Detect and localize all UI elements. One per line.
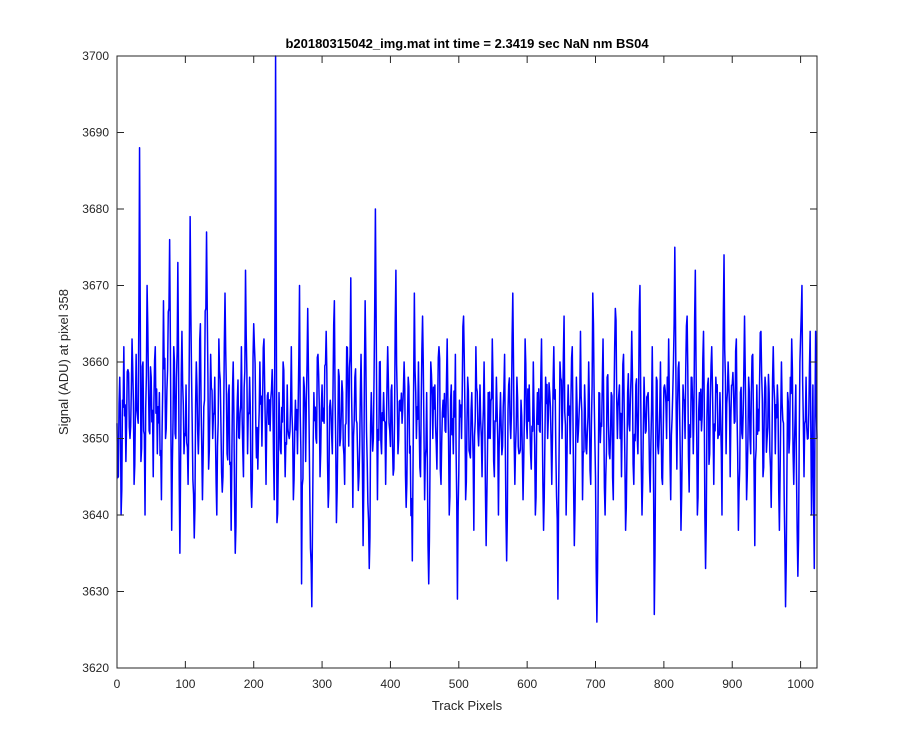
y-tick-label: 3700: [82, 49, 109, 63]
x-tick-label: 300: [312, 677, 332, 691]
y-axis-label: Signal (ADU) at pixel 358: [56, 289, 71, 435]
y-tick-label: 3680: [82, 202, 109, 216]
y-tick-label: 3650: [82, 432, 109, 446]
x-tick-label: 1000: [787, 677, 814, 691]
x-tick-label: 600: [517, 677, 537, 691]
y-tick-label: 3670: [82, 279, 109, 293]
chart-title: b20180315042_img.mat int time = 2.3419 s…: [285, 36, 649, 51]
x-tick-label: 700: [586, 677, 606, 691]
y-tick-label: 3690: [82, 126, 109, 140]
y-axis: 3620 3630 3640 3650 3660 3670 3680 3690 3700: [82, 49, 817, 675]
y-tick-label: 3640: [82, 508, 109, 522]
x-tick-label: 200: [244, 677, 264, 691]
x-axis: 0 100 200 300 400 500 600 700 800 900 1000: [114, 56, 814, 691]
x-tick-label: 100: [175, 677, 195, 691]
series-line: [116, 55, 818, 623]
x-tick-label: 400: [380, 677, 400, 691]
y-tick-label: 3660: [82, 355, 109, 369]
y-tick-label: 3630: [82, 585, 109, 599]
x-tick-label: 900: [722, 677, 742, 691]
x-tick-label: 500: [449, 677, 469, 691]
x-axis-label: Track Pixels: [432, 698, 503, 713]
series-layer: [116, 55, 818, 623]
y-tick-label: 3620: [82, 661, 109, 675]
x-tick-label: 0: [114, 677, 121, 691]
x-tick-label: 800: [654, 677, 674, 691]
